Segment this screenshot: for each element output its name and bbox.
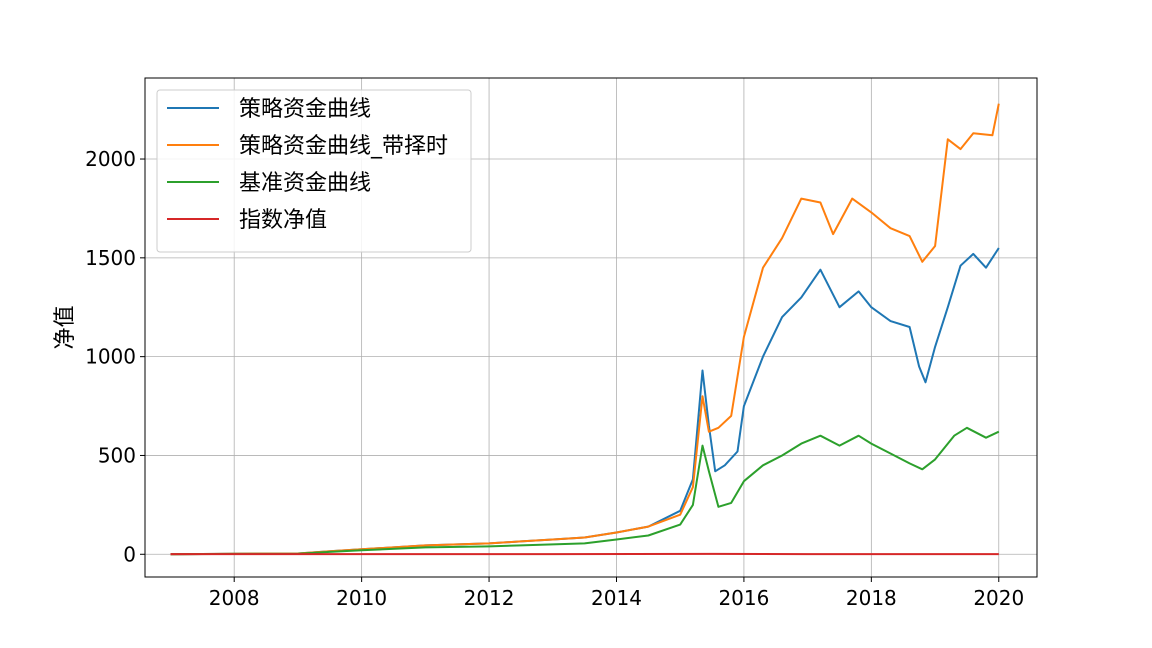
x-tick-label: 2016 [718,586,769,610]
legend-label: 基准资金曲线 [239,171,371,196]
x-tick-label: 2014 [591,586,642,610]
plot-frame [144,77,1038,578]
legend-box [156,89,472,253]
x-tick-label: 2018 [846,586,897,610]
y-tick-label: 1500 [85,246,136,270]
x-tick-label: 2008 [209,586,260,610]
legend-label: 策略资金曲线 [239,97,371,122]
x-axis: 2008 2010 2012 2014 2016 2018 2020 [209,577,1024,610]
legend-label: 指数净值 [239,208,327,233]
y-axis-label: 净值 [53,305,78,349]
series-line-3 [170,426,1000,556]
y-tick-label: 2000 [85,147,136,171]
x-tick-label: 2012 [464,586,515,610]
series-layer [170,103,1000,556]
legend-label: 策略资金曲线_带择时 [239,134,448,159]
y-tick-label: 0 [123,542,136,566]
series-line-2 [170,103,1000,556]
series-line-1 [170,247,1000,556]
x-tick-label: 2020 [973,586,1024,610]
y-tick-label: 1000 [85,345,136,369]
y-tick-label: 500 [98,443,136,467]
x-tick-label: 2010 [336,586,387,610]
y-axis: 0 500 1000 1500 2000 [85,147,145,566]
